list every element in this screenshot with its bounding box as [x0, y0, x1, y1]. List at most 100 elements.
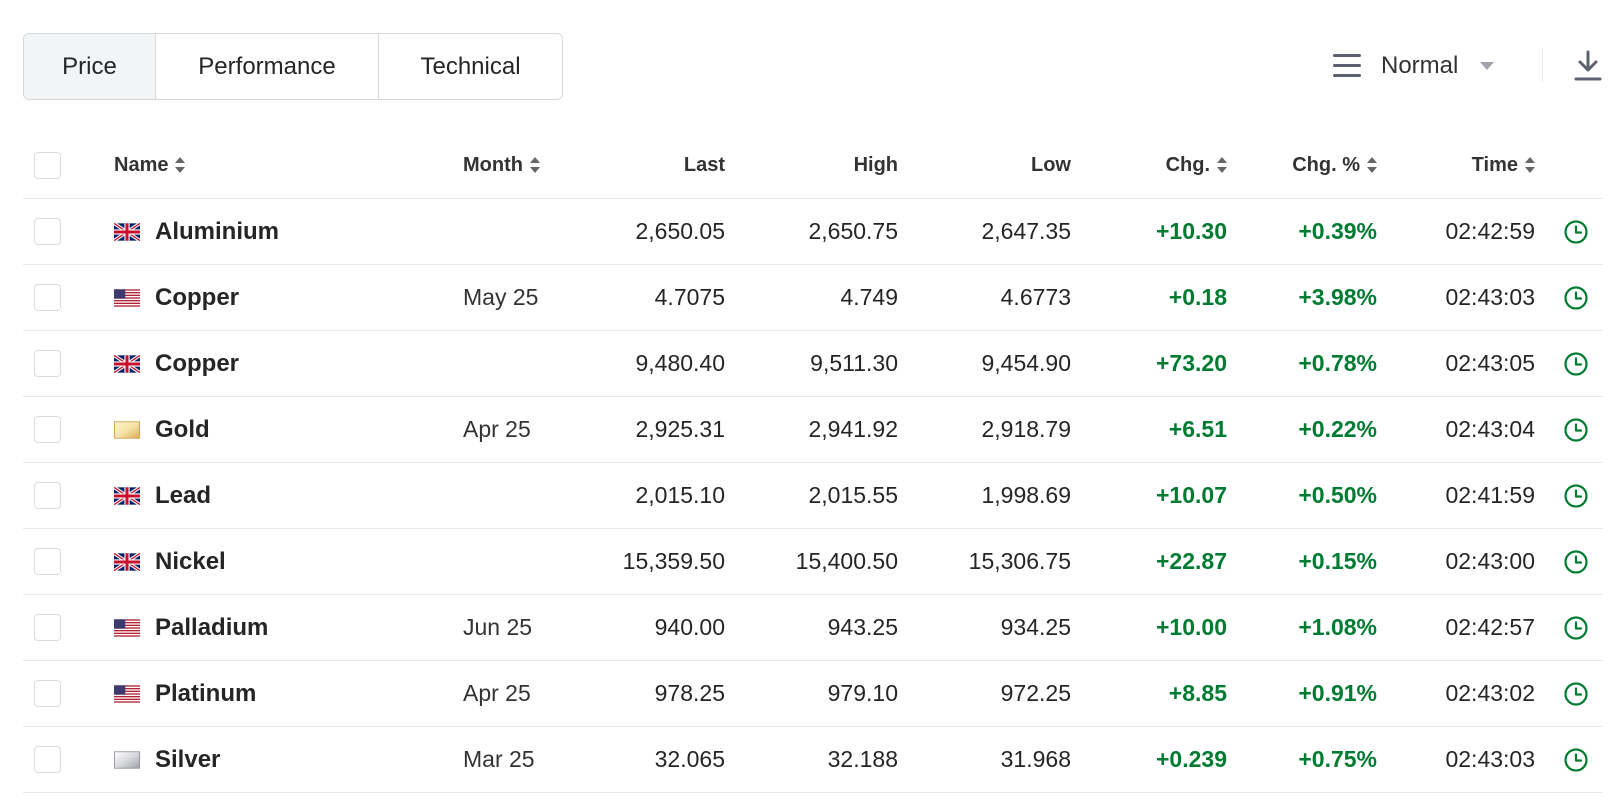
us-flag-icon — [114, 288, 155, 307]
clock-icon[interactable] — [1563, 747, 1589, 773]
row-checkbox[interactable] — [34, 284, 61, 311]
column-header-chg-pct[interactable]: Chg. % — [1247, 132, 1377, 198]
high-value: 979.10 — [827, 680, 898, 706]
change-value: +0.239 — [1156, 746, 1227, 772]
commodity-name-link[interactable]: Lead — [155, 481, 212, 509]
low-value: 2,647.35 — [981, 218, 1071, 244]
view-tabs: Price Performance Technical — [23, 33, 563, 100]
row-checkbox[interactable] — [34, 746, 61, 773]
row-checkbox[interactable] — [34, 482, 61, 509]
month-value: Apr 25 — [463, 416, 531, 442]
month-value — [463, 331, 603, 396]
clock-icon[interactable] — [1563, 483, 1589, 509]
column-header-high: High — [853, 153, 898, 176]
change-percent-value: +0.91% — [1298, 680, 1377, 706]
column-header-chg[interactable]: Chg. — [1097, 132, 1227, 198]
table-header: Name Month Last High Low Chg. Chg. % Tim… — [23, 132, 1603, 199]
low-value: 1,998.69 — [981, 482, 1071, 508]
us-flag-icon — [114, 618, 155, 637]
change-percent-value: +1.08% — [1298, 614, 1377, 640]
uk-flag-icon — [114, 552, 155, 571]
toolbar-divider — [1542, 48, 1543, 82]
clock-icon[interactable] — [1563, 417, 1589, 443]
view-mode-select[interactable]: Normal — [1333, 48, 1495, 84]
clock-icon[interactable] — [1563, 219, 1589, 245]
clock-icon[interactable] — [1563, 615, 1589, 641]
change-percent-value: +0.39% — [1298, 218, 1377, 244]
low-value: 2,918.79 — [981, 416, 1071, 442]
high-value: 943.25 — [827, 614, 898, 640]
time-value: 02:43:03 — [1445, 284, 1535, 310]
time-value: 02:43:00 — [1445, 548, 1535, 574]
clock-icon[interactable] — [1563, 549, 1589, 575]
last-value: 2,650.05 — [635, 218, 725, 244]
uk-flag-icon — [114, 354, 155, 373]
month-value: Apr 25 — [463, 680, 531, 706]
commodity-name-link[interactable]: Aluminium — [155, 217, 279, 245]
commodity-name-link[interactable]: Palladium — [155, 613, 269, 641]
table-row: Nickel 15,359.50 15,400.50 15,306.75 +22.87 +… — [23, 529, 1603, 595]
high-value: 4.749 — [840, 284, 898, 310]
clock-icon[interactable] — [1563, 351, 1589, 377]
month-value: Mar 25 — [463, 746, 535, 772]
change-value: +6.51 — [1168, 416, 1227, 442]
tab-performance[interactable]: Performance — [155, 34, 378, 99]
change-value: +10.00 — [1156, 614, 1227, 640]
row-checkbox[interactable] — [34, 218, 61, 245]
clock-icon[interactable] — [1563, 285, 1589, 311]
table-row: Copper 9,480.40 9,511.30 9,454.90 +73.20 +0.7… — [23, 331, 1603, 397]
commodity-name-link[interactable]: Copper — [155, 349, 239, 377]
uk-flag-icon — [114, 486, 155, 505]
high-value: 32.188 — [827, 746, 898, 772]
table-row: Aluminium 2,650.05 2,650.75 2,647.35 +10.30 +… — [23, 199, 1603, 265]
high-value: 15,400.50 — [795, 548, 898, 574]
last-value: 15,359.50 — [622, 548, 725, 574]
change-value: +73.20 — [1156, 350, 1227, 376]
change-percent-value: +0.22% — [1298, 416, 1377, 442]
commodity-name-link[interactable]: Platinum — [155, 679, 257, 707]
silver-flag-icon — [114, 750, 155, 769]
change-value: +0.18 — [1168, 284, 1227, 310]
row-checkbox[interactable] — [34, 350, 61, 377]
tab-price[interactable]: Price — [24, 34, 155, 99]
high-value: 2,015.55 — [808, 482, 898, 508]
clock-icon[interactable] — [1563, 681, 1589, 707]
row-checkbox[interactable] — [34, 614, 61, 641]
row-checkbox[interactable] — [34, 548, 61, 575]
download-icon[interactable] — [1574, 50, 1602, 82]
commodity-name-link[interactable]: Copper — [155, 283, 239, 311]
commodities-table: Name Month Last High Low Chg. Chg. % Tim… — [23, 132, 1603, 793]
high-value: 2,650.75 — [808, 218, 898, 244]
high-value: 2,941.92 — [808, 416, 898, 442]
sort-icon — [1525, 157, 1535, 173]
column-header-last: Last — [683, 153, 725, 176]
select-all-checkbox[interactable] — [34, 151, 61, 179]
time-value: 02:41:59 — [1445, 482, 1535, 508]
last-value: 940.00 — [654, 614, 725, 640]
last-value: 4.7075 — [654, 284, 725, 310]
change-percent-value: +0.50% — [1298, 482, 1377, 508]
commodity-name-link[interactable]: Gold — [155, 415, 210, 443]
column-header-name[interactable]: Name — [114, 132, 434, 198]
column-header-month[interactable]: Month — [463, 132, 603, 198]
row-checkbox[interactable] — [34, 416, 61, 443]
commodity-name-link[interactable]: Nickel — [155, 547, 226, 575]
table-row: Gold Apr 25 2,925.31 2,941.92 2,918.79 +6.51 +… — [23, 397, 1603, 463]
commodity-name-link[interactable]: Silver — [155, 745, 221, 773]
change-percent-value: +0.15% — [1298, 548, 1377, 574]
high-value: 9,511.30 — [810, 350, 898, 376]
caret-down-icon — [1480, 62, 1495, 70]
row-checkbox[interactable] — [34, 680, 61, 707]
table-row: Silver Mar 25 32.065 32.188 31.968 +0.239 +0.7… — [23, 727, 1603, 793]
last-value: 32.065 — [654, 746, 725, 772]
tab-technical[interactable]: Technical — [378, 34, 562, 99]
column-header-time[interactable]: Time — [1395, 132, 1535, 198]
sort-icon — [529, 157, 540, 173]
change-value: +10.30 — [1156, 218, 1227, 244]
time-value: 02:43:03 — [1445, 746, 1535, 772]
menu-icon — [1333, 53, 1361, 79]
month-value: May 25 — [463, 284, 539, 310]
time-value: 02:43:05 — [1445, 350, 1535, 376]
last-value: 2,015.10 — [635, 482, 725, 508]
last-value: 2,925.31 — [635, 416, 725, 442]
